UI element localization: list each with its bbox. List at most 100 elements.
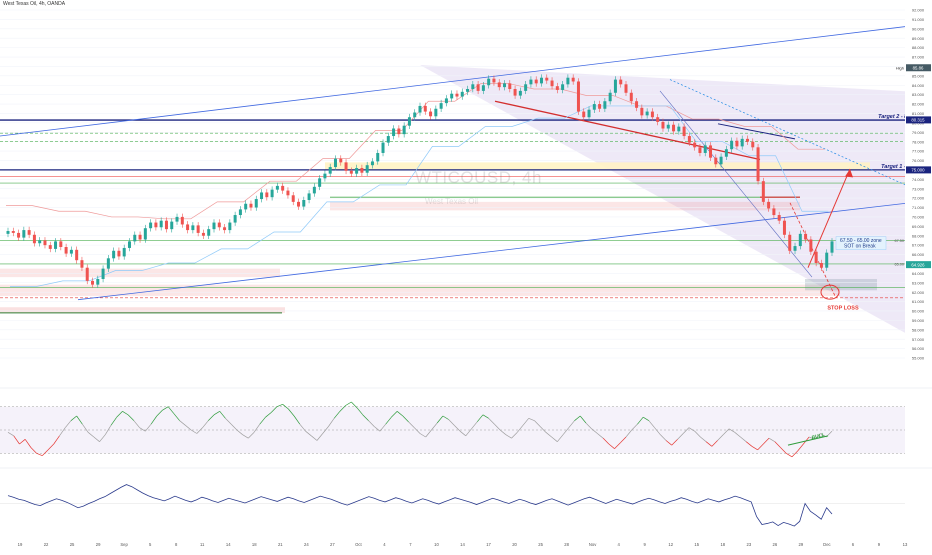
rsi-segment xyxy=(568,420,575,428)
candle-body xyxy=(429,111,433,117)
candle-body xyxy=(159,220,163,228)
candle-body xyxy=(598,104,602,109)
rsi-segment xyxy=(774,441,781,448)
rsi-segment xyxy=(414,427,421,434)
high-tag-bg xyxy=(906,64,931,72)
support-zone-low xyxy=(0,307,285,313)
rsi-segment xyxy=(545,432,552,438)
candle-body xyxy=(677,126,681,132)
price-tick-label: 83.000 xyxy=(912,92,925,97)
falling-wedge-zone xyxy=(420,65,918,340)
sl-projection xyxy=(789,202,836,297)
candle-body xyxy=(587,109,591,118)
candle-body xyxy=(629,92,633,102)
dotted-projection xyxy=(669,79,919,191)
time-tick-label: 23 xyxy=(746,542,751,547)
rsi-segment xyxy=(356,407,364,416)
candle-body xyxy=(539,77,543,84)
candle-body xyxy=(830,241,834,253)
candle-body xyxy=(745,138,749,142)
rsi-segment xyxy=(625,429,632,438)
time-tick-label: 13 xyxy=(903,542,908,547)
rsi-segment xyxy=(213,411,220,416)
candle-body xyxy=(656,117,660,122)
candle-body xyxy=(32,234,36,244)
current-price-tag: 64.926 xyxy=(911,262,925,267)
candle-body xyxy=(270,189,274,198)
upper-channel-line xyxy=(0,24,919,137)
rsi-segment xyxy=(694,430,701,438)
rsi-segment xyxy=(740,436,747,442)
rsi-segment xyxy=(133,420,140,428)
rsi-segment xyxy=(757,443,764,451)
rsi-segment xyxy=(591,428,598,434)
candle-body xyxy=(724,149,728,157)
time-tick-label: 6 xyxy=(852,542,855,547)
candle-body xyxy=(518,90,522,96)
time-tick-label: 20 xyxy=(512,542,517,547)
candle-body xyxy=(450,93,454,99)
time-tick-label: 5 xyxy=(149,542,152,547)
price-tick-label: 74.000 xyxy=(912,177,925,182)
rsi-segment xyxy=(499,429,507,435)
time-tick-label: 11 xyxy=(200,542,205,547)
candle-body xyxy=(571,77,575,82)
price-tick-label: 72.000 xyxy=(912,196,925,201)
time-tick-label: Nov xyxy=(589,542,597,547)
candle-body xyxy=(91,280,95,285)
rsi-segment xyxy=(82,423,89,433)
zone-tick-67: 67.50 xyxy=(894,239,904,243)
price-tick-label: 67.000 xyxy=(912,243,925,248)
rsi-segment xyxy=(190,429,198,434)
candle-body xyxy=(661,121,665,129)
rsi-segment xyxy=(47,443,55,451)
target-2-tag: 80.315 xyxy=(911,118,925,123)
candle-body xyxy=(756,147,760,182)
rsi-segment xyxy=(637,416,644,425)
time-tick-label: 25 xyxy=(538,542,543,547)
time-tick-label: 18 xyxy=(720,542,725,547)
candle-body xyxy=(825,252,829,268)
rsi-segment xyxy=(511,432,518,439)
candle-body xyxy=(323,173,327,179)
candle-body xyxy=(207,229,211,236)
candle-body xyxy=(22,230,26,238)
candle-body xyxy=(740,138,744,147)
candle-body xyxy=(302,199,306,207)
rsi-segment xyxy=(288,408,295,417)
price-tick-label: 85.000 xyxy=(912,73,925,78)
candle-body xyxy=(561,84,565,90)
candle-body xyxy=(592,104,596,110)
candle-body xyxy=(149,222,153,229)
price-tick-label: 76.000 xyxy=(912,158,925,163)
candle-body xyxy=(503,83,507,88)
rsi-segment xyxy=(631,423,638,431)
time-tick-label: 27 xyxy=(330,542,335,547)
candle-body xyxy=(75,249,79,261)
rsi-segment xyxy=(24,439,32,448)
rsi-segment xyxy=(780,447,787,454)
osc-line xyxy=(7,484,833,527)
candle-body xyxy=(191,225,195,231)
candle-body xyxy=(413,112,417,118)
candle-body xyxy=(751,141,755,148)
rsi-segment xyxy=(608,443,615,449)
time-tick-label: 10 xyxy=(434,542,439,547)
candle-body xyxy=(487,78,491,86)
target-2-label: Target 2 - 80.315 xyxy=(878,114,922,120)
candle-body xyxy=(11,231,15,233)
candle-body xyxy=(576,81,580,112)
rsi-segment xyxy=(522,418,529,426)
rsi-segment xyxy=(282,404,289,410)
zone-tick-65: 65.00 xyxy=(894,262,904,266)
rsi-segment xyxy=(471,421,478,430)
price-tick-label: 91.000 xyxy=(912,17,925,22)
rsi-segment xyxy=(270,406,278,413)
price-tick-label: 61.000 xyxy=(912,299,925,304)
target-1-label: Target 1 - 75.00 xyxy=(881,164,921,170)
candle-body xyxy=(349,170,353,174)
candle-body xyxy=(497,82,501,88)
price-tick-label: 56.000 xyxy=(912,346,925,351)
